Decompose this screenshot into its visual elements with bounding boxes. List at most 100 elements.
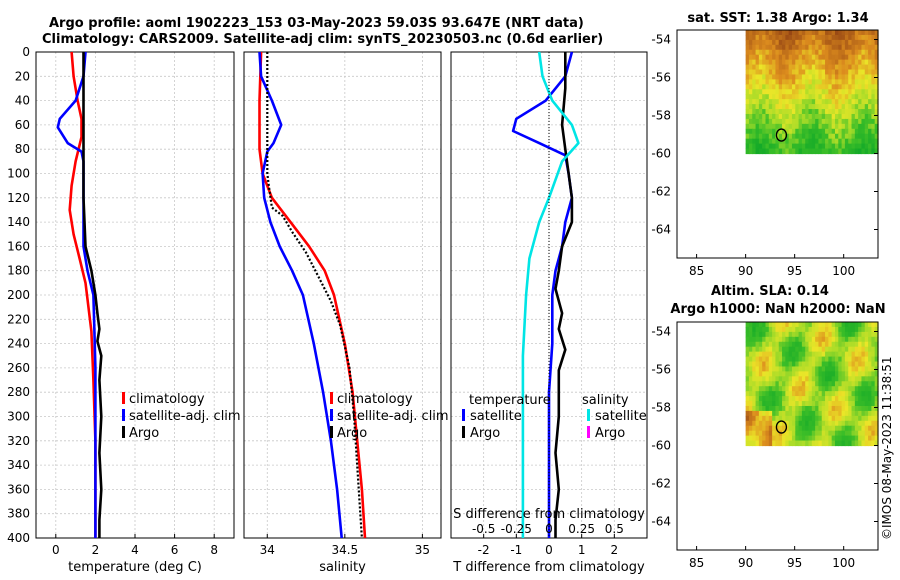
heatmap-cell: [805, 336, 810, 343]
heatmap-cell: [805, 64, 810, 71]
heatmap-cell: [861, 143, 866, 150]
heatmap-cell: [868, 331, 872, 338]
heatmap-cell: [874, 109, 879, 115]
heatmap-cell: [828, 376, 833, 382]
heatmap-cell: [818, 435, 823, 442]
heatmap-cell: [805, 341, 810, 348]
heatmap-cell: [745, 133, 750, 140]
heatmap-cell: [851, 351, 856, 358]
heatmap-cell: [818, 143, 823, 150]
heatmap-cell: [815, 331, 820, 338]
heatmap-cell: [844, 143, 849, 150]
heatmap-cell: [831, 109, 836, 115]
heatmap-cell: [795, 118, 800, 125]
heatmap-cell: [755, 361, 760, 368]
heatmap-cell: [854, 74, 859, 80]
heatmap-cell: [864, 99, 869, 105]
heatmap-cell: [864, 346, 869, 353]
heatmap-cell: [775, 69, 780, 76]
heatmap-cell: [871, 128, 876, 135]
heatmap-cell: [755, 109, 760, 115]
heatmap-cell: [752, 415, 757, 422]
heatmap-cell: [782, 435, 786, 442]
heatmap-cell: [798, 138, 803, 145]
depth-tick-label: 380: [7, 507, 30, 521]
heatmap-cell: [818, 420, 823, 427]
heatmap-cell: [768, 366, 773, 372]
heatmap-cell: [762, 420, 767, 427]
difference-xlabel: T difference from climatology: [452, 560, 645, 575]
heatmap-cell: [795, 44, 800, 51]
heatmap-cell: [782, 326, 786, 333]
heatmap-cell: [762, 113, 767, 120]
heatmap-cell: [782, 405, 786, 412]
heatmap-cell: [874, 133, 879, 140]
heatmap-cell: [808, 410, 813, 417]
heatmap-cell: [874, 326, 879, 333]
heatmap-cell: [801, 123, 806, 130]
heatmap-cell: [874, 440, 879, 447]
heatmap-cell: [795, 69, 800, 76]
heatmap-cell: [755, 99, 760, 105]
heatmap-cell: [765, 69, 770, 76]
heatmap-cell: [788, 396, 793, 402]
heatmap-cell: [818, 94, 823, 100]
heatmap-cell: [815, 430, 820, 437]
heatmap-cell: [772, 69, 777, 76]
heatmap-cell: [791, 391, 796, 397]
heatmap-cell: [755, 118, 760, 125]
heatmap-cell: [795, 396, 800, 402]
heatmap-cell: [778, 74, 783, 80]
heatmap-cell: [844, 49, 849, 56]
heatmap-cell: [805, 425, 810, 432]
heatmap-cell: [831, 59, 836, 66]
heatmap-cell: [848, 64, 853, 71]
heatmap-cell: [782, 138, 786, 145]
heatmap-cell: [755, 396, 760, 402]
heatmap-cell: [791, 118, 796, 125]
heatmap-cell: [785, 118, 790, 125]
heatmap-cell: [795, 425, 800, 432]
heatmap-cell: [825, 39, 829, 46]
heatmap-cell: [788, 381, 793, 387]
heatmap-cell: [868, 99, 872, 105]
heatmap-cell: [768, 99, 773, 105]
heatmap-cell: [828, 49, 833, 56]
heatmap-cell: [798, 74, 803, 80]
heatmap-cell: [772, 94, 777, 100]
heatmap-cell: [838, 133, 843, 140]
heatmap-cell: [844, 109, 849, 115]
heatmap-cell: [788, 366, 793, 372]
heatmap-cell: [772, 376, 777, 382]
heatmap-cell: [838, 39, 843, 46]
heatmap-cell: [864, 361, 869, 368]
heatmap-cell: [788, 148, 793, 155]
difference-top-axis-label: S difference from climatology: [453, 507, 645, 522]
heatmap-cell: [874, 99, 879, 105]
heatmap-cell: [818, 391, 823, 397]
heatmap-cell: [844, 356, 849, 363]
heatmap-cell: [778, 386, 783, 392]
heatmap-cell: [808, 44, 813, 51]
heatmap-cell: [815, 366, 820, 372]
heatmap-cell: [851, 401, 856, 407]
temperature-legend-swatch: [122, 409, 125, 421]
heatmap-cell: [828, 415, 833, 422]
heatmap-cell: [775, 396, 780, 402]
heatmap-cell: [782, 361, 786, 368]
heatmap-cell: [854, 356, 859, 363]
depth-tick-label: 240: [7, 337, 30, 351]
heatmap-cell: [811, 326, 816, 333]
difference-legend-salinity-header: salinity: [582, 393, 629, 408]
heatmap-cell: [844, 123, 849, 130]
heatmap-cell: [871, 49, 876, 56]
heatmap-cell: [775, 440, 780, 447]
heatmap-cell: [815, 49, 820, 56]
heatmap-cell: [752, 138, 757, 145]
heatmap-cell: [791, 405, 796, 412]
heatmap-cell: [848, 391, 853, 397]
heatmap-cell: [795, 138, 800, 145]
heatmap-cell: [791, 371, 796, 377]
heatmap-cell: [795, 322, 800, 328]
heatmap-cell: [841, 99, 846, 105]
